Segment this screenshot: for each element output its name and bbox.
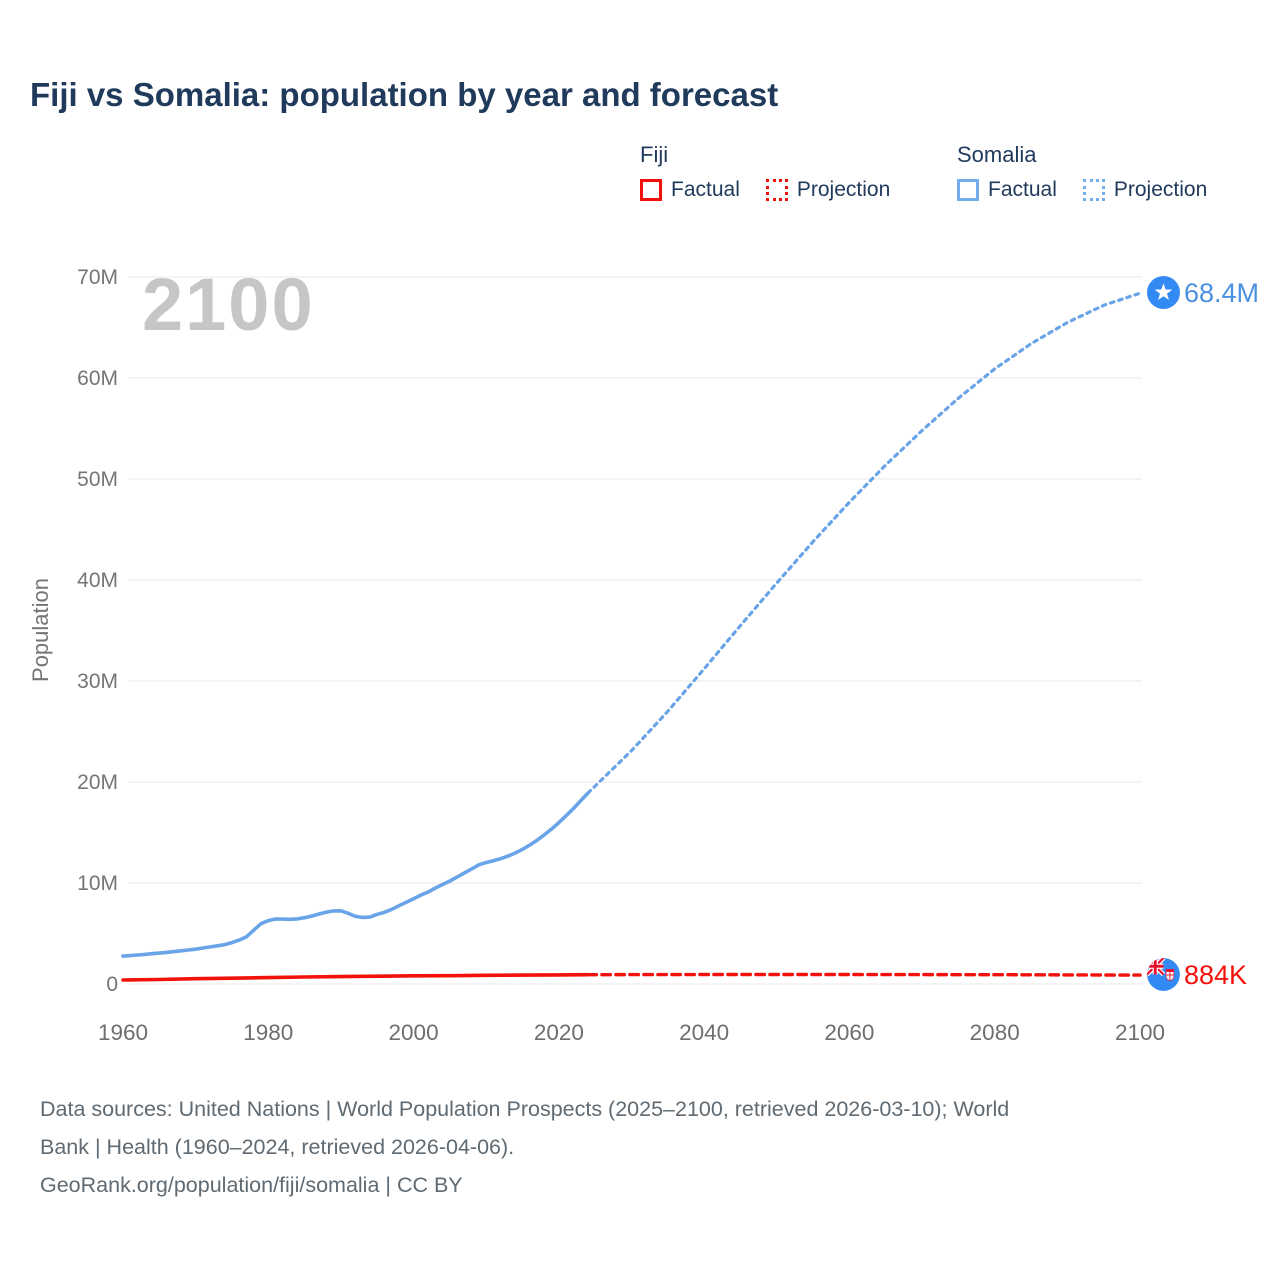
legend-group-somalia: Somalia Factual Projection — [957, 142, 1207, 202]
somalia-factual-swatch-icon — [957, 179, 979, 201]
legend-item-fiji-projection[interactable]: Projection — [765, 178, 891, 202]
x-tick-label: 2000 — [389, 1020, 439, 1045]
series-line-fiji-factual — [121, 972, 590, 982]
year-watermark: 2100 — [142, 263, 315, 346]
series-line-fiji-projection — [586, 972, 1142, 977]
y-tick-label: 40M — [77, 569, 118, 592]
attribution-link[interactable]: GeoRank.org/population/fiji/somalia | CC… — [40, 1173, 463, 1197]
data-sources-line-1: Data sources: United Nations | World Pop… — [40, 1097, 1010, 1121]
y-tick-label: 0 — [106, 973, 118, 996]
legend-group-title: Somalia — [957, 142, 1037, 167]
somalia-projection-swatch-icon — [1082, 179, 1105, 201]
y-tick-label: 60M — [77, 367, 118, 390]
legend-item-label: Factual — [988, 178, 1057, 201]
footer: Data sources: United Nations | World Pop… — [40, 1090, 1230, 1204]
legend-item-label: Projection — [1113, 178, 1208, 201]
x-tick-label: 2040 — [679, 1020, 729, 1045]
x-tick-label: 2100 — [1115, 1020, 1165, 1045]
fiji-factual-swatch-icon — [640, 179, 662, 201]
data-sources-line-2: Bank | Health (1960–2024, retrieved 2026… — [40, 1135, 515, 1159]
x-tick-label: 2080 — [970, 1020, 1020, 1045]
legend-item-label: Factual — [671, 178, 740, 201]
legend-items: Factual Projection — [640, 178, 890, 202]
x-tick-label: 1960 — [98, 1020, 148, 1045]
x-tick-label: 2060 — [824, 1020, 874, 1045]
legend-group-fiji: Fiji Factual Projection — [640, 142, 890, 202]
legend-item-somalia-factual[interactable]: Factual — [957, 178, 1057, 202]
y-tick-label: 70M — [77, 266, 118, 289]
series-line-somalia-factual — [121, 791, 590, 958]
x-tick-label: 1980 — [243, 1020, 293, 1045]
legend-item-somalia-projection[interactable]: Projection — [1082, 178, 1208, 202]
somalia-flag-icon — [1147, 276, 1180, 309]
y-tick-label: 30M — [77, 670, 118, 693]
fiji-projection-swatch-icon — [765, 179, 788, 201]
y-tick-label: 10M — [77, 872, 118, 895]
y-tick-label: 50M — [77, 468, 118, 491]
series-line-somalia-projection — [586, 291, 1142, 795]
fiji-flag-icon — [1147, 958, 1180, 991]
page-title: Fiji vs Somalia: population by year and … — [30, 76, 779, 113]
x-tick-label: 2020 — [534, 1020, 584, 1045]
legend-item-label: Projection — [796, 178, 891, 201]
y-tick-label: 20M — [77, 771, 118, 794]
legend-item-fiji-factual[interactable]: Factual — [640, 178, 740, 202]
y-axis-title: Population — [28, 578, 53, 682]
legend-group-title: Fiji — [640, 142, 669, 167]
somalia-end-value-label: 68.4M — [1184, 278, 1260, 308]
legend-items: Factual Projection — [957, 178, 1207, 202]
fiji-end-value-label: 884K — [1184, 960, 1248, 990]
